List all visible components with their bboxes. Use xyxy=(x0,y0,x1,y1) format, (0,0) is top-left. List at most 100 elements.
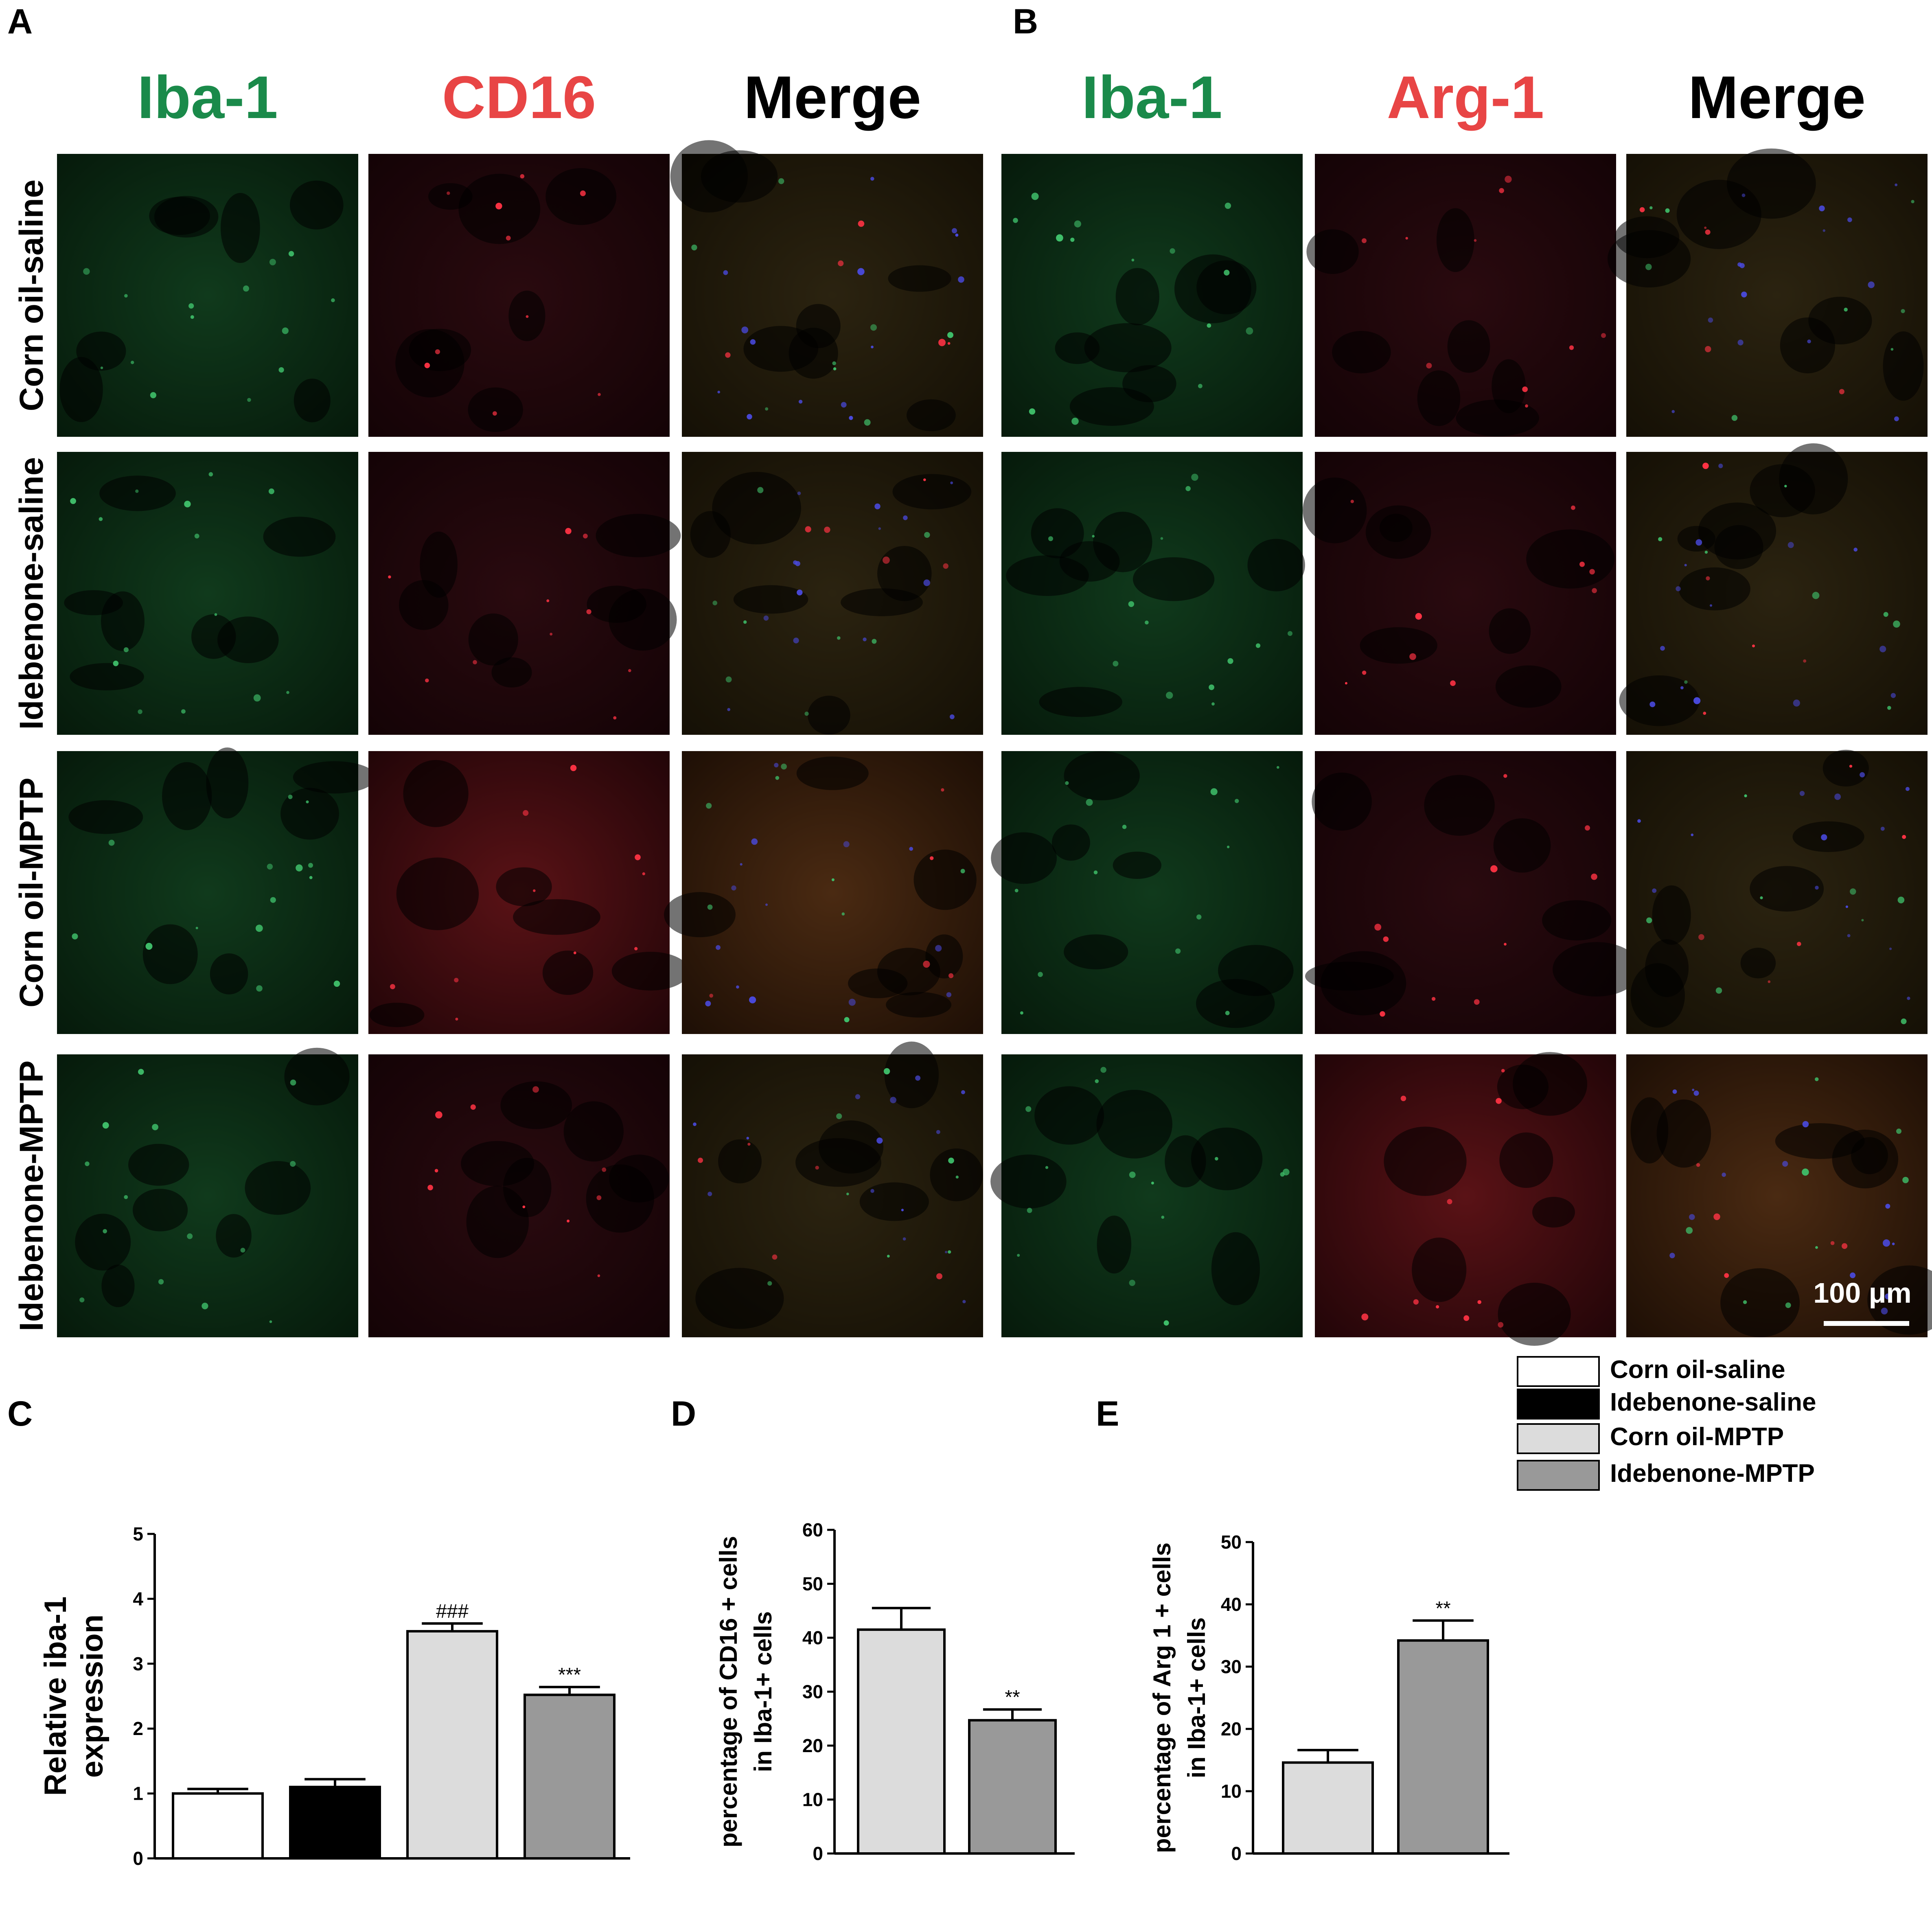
cell-dot xyxy=(872,639,877,644)
cell-dot xyxy=(1693,1090,1699,1096)
cell-dot xyxy=(902,1237,906,1241)
cell-dot xyxy=(1822,229,1825,232)
cell-dot xyxy=(1887,706,1891,710)
y-tick-label: 0 xyxy=(133,1848,143,1869)
cell-dot xyxy=(470,1104,476,1110)
cell-dot xyxy=(1708,318,1713,323)
cell-dot xyxy=(691,244,697,251)
cell-dot xyxy=(1815,1077,1819,1081)
cell-dot xyxy=(824,526,830,533)
cell-dot xyxy=(1669,1253,1675,1258)
cell-dot xyxy=(1645,263,1652,270)
y-tick-label: 0 xyxy=(813,1843,823,1864)
dark-region xyxy=(1165,1135,1206,1187)
dark-region xyxy=(795,1138,881,1187)
cell-dot xyxy=(1400,1095,1406,1101)
cell-dot xyxy=(849,416,853,420)
cell-dot xyxy=(427,1185,433,1190)
dark-region xyxy=(1513,1052,1588,1116)
cell-dot xyxy=(1463,1315,1470,1321)
cell-dot xyxy=(597,1274,600,1277)
dark-region xyxy=(1645,939,1689,997)
panel-letter-c: C xyxy=(7,1394,33,1433)
cell-dot xyxy=(1680,686,1684,690)
cell-dot xyxy=(1901,309,1905,313)
dark-region xyxy=(1306,229,1359,274)
cell-dot xyxy=(793,560,797,565)
cell-dot xyxy=(945,1251,948,1253)
micrograph-tile xyxy=(1626,1054,1932,1337)
cell-dot xyxy=(924,532,930,538)
y-tick-label: 30 xyxy=(1221,1656,1242,1677)
y-axis-label: in Iba-1+ cells xyxy=(1183,1617,1210,1778)
cell-dot xyxy=(1881,1308,1888,1314)
cell-dot xyxy=(1029,408,1036,415)
dark-region xyxy=(888,265,951,292)
cell-dot xyxy=(1017,1254,1020,1257)
cell-dot xyxy=(567,1219,570,1222)
micrograph-image xyxy=(1315,154,1616,437)
cell-dot xyxy=(1883,612,1888,617)
cell-dot xyxy=(1890,693,1896,698)
cell-dot xyxy=(1849,765,1853,768)
cell-dot xyxy=(1893,620,1900,628)
cell-dot xyxy=(290,1161,296,1167)
cell-dot xyxy=(858,220,865,227)
cell-dot xyxy=(455,1017,458,1021)
cell-dot xyxy=(887,1255,890,1258)
dark-region xyxy=(1303,478,1367,543)
cell-dot xyxy=(1014,889,1019,893)
cell-dot xyxy=(296,864,303,872)
cell-dot xyxy=(1198,383,1203,388)
dark-region xyxy=(1775,1123,1865,1159)
cell-dot xyxy=(1383,936,1389,942)
cell-dot xyxy=(798,400,803,404)
cell-dot xyxy=(1883,1239,1890,1247)
cell-dot xyxy=(707,904,713,910)
cell-dot xyxy=(1505,175,1512,183)
dark-region xyxy=(290,180,344,230)
cell-dot xyxy=(1799,791,1805,796)
cell-dot xyxy=(941,788,944,792)
dark-region xyxy=(284,1047,350,1106)
dark-region xyxy=(930,1148,983,1201)
dark-region xyxy=(859,1182,929,1221)
dark-region xyxy=(1084,323,1172,372)
cell-dot xyxy=(1649,206,1653,210)
dark-region xyxy=(1489,608,1531,654)
cell-dot xyxy=(1658,537,1663,541)
dark-region xyxy=(991,832,1057,884)
cell-dot xyxy=(1895,183,1898,186)
cell-dot xyxy=(533,889,536,892)
cell-dot xyxy=(290,1079,296,1086)
cell-dot xyxy=(1684,680,1688,684)
cell-dot xyxy=(1025,1106,1032,1112)
dark-region xyxy=(142,924,198,984)
dark-region xyxy=(884,1041,939,1109)
cell-dot xyxy=(1166,692,1173,699)
dark-region xyxy=(1619,675,1700,726)
dark-region xyxy=(695,1268,784,1329)
y-axis-label: Relative iba-1 xyxy=(38,1597,73,1796)
cell-dot xyxy=(923,579,930,586)
cell-dot xyxy=(1426,363,1432,369)
cell-dot xyxy=(765,407,769,411)
significance-label: ** xyxy=(1005,1687,1020,1708)
cell-dot xyxy=(1785,1302,1791,1308)
cell-dot xyxy=(848,999,856,1006)
cell-dot xyxy=(1499,188,1504,193)
cell-dot xyxy=(1784,484,1787,488)
cell-dot xyxy=(532,1086,539,1093)
dark-region xyxy=(245,1161,311,1215)
dark-region xyxy=(1492,359,1526,414)
cell-dot xyxy=(269,259,276,265)
micrograph-tile xyxy=(682,452,983,735)
dark-region xyxy=(513,899,600,935)
panel-letter-e: E xyxy=(1096,1394,1119,1433)
dark-region xyxy=(221,193,260,263)
cell-dot xyxy=(781,763,787,770)
cell-dot xyxy=(1579,561,1585,567)
dark-region xyxy=(1360,627,1437,664)
cell-dot xyxy=(158,1279,164,1285)
